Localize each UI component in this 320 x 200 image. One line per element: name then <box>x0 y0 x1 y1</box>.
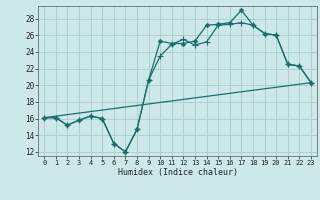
X-axis label: Humidex (Indice chaleur): Humidex (Indice chaleur) <box>118 168 238 177</box>
